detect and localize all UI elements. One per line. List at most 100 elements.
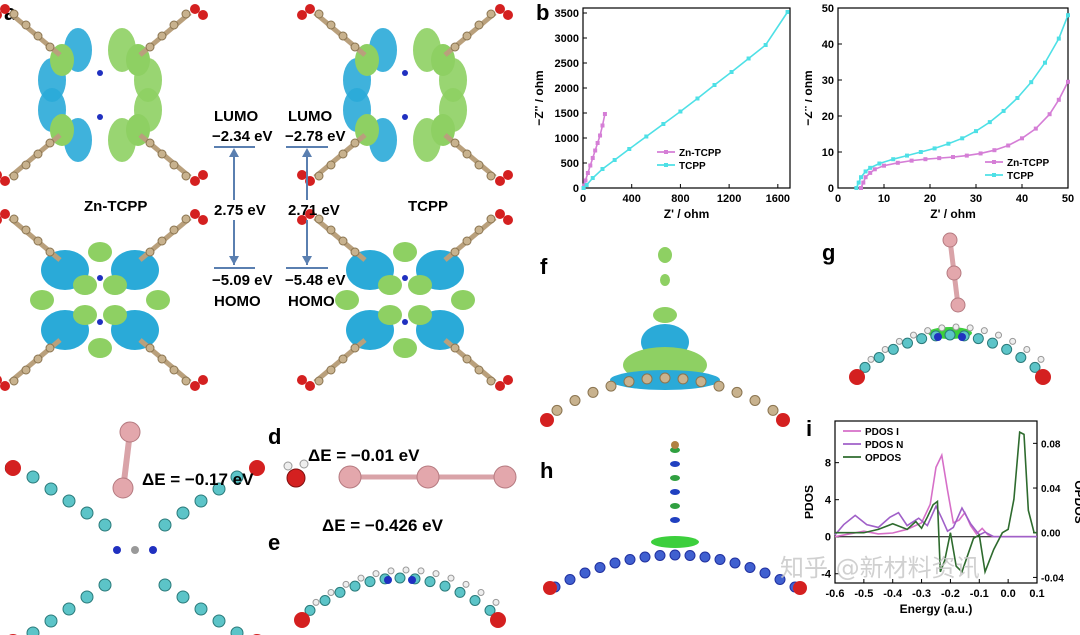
y-tick-label: 1000 — [555, 133, 579, 145]
y-tick-label: 0 — [825, 532, 831, 544]
nitrogen-atom — [402, 275, 408, 281]
x-tick-label: -0.4 — [883, 588, 903, 600]
water-i3-chain — [283, 459, 517, 489]
data-point — [978, 151, 983, 156]
phenyl-arm — [138, 209, 208, 262]
x-tick-label: -0.3 — [912, 588, 931, 600]
tcpp-homo-label: HOMO — [288, 293, 335, 310]
data-point — [584, 183, 589, 187]
phenyl-arm — [0, 338, 62, 391]
phenyl-arm — [0, 209, 62, 262]
legend-entry: Zn-TCPP — [1007, 158, 1050, 169]
phenyl-arm — [443, 338, 513, 391]
delta-e-e: ΔE = −0.426 eV — [322, 516, 443, 535]
data-point — [895, 160, 900, 165]
data-point — [960, 136, 965, 141]
eis-plot-zoom: 0 10 20 30 40 50 0 10 20 30 40 50 Z' / ohm −Z'' / ohm… — [805, 3, 1074, 221]
zn-lumo-energy: −2.34 eV — [212, 128, 273, 145]
y2-axis-label: OPDOS — [1072, 480, 1080, 523]
data-point — [863, 175, 868, 180]
data-point — [593, 148, 598, 153]
data-point — [763, 43, 768, 47]
legend-entry: PDOS I — [865, 427, 899, 438]
y-tick-label: 40 — [822, 39, 834, 51]
y-tick-label: 8 — [825, 458, 831, 470]
phenyl-arm — [297, 209, 367, 262]
plot-frame — [834, 420, 1038, 584]
adsorbed-structure-g — [849, 232, 1051, 385]
legend-entry: Zn-TCPP — [679, 148, 722, 159]
tcpp-homo-energy: −5.48 eV — [285, 272, 346, 289]
phenyl-arm — [443, 4, 513, 57]
x-tick-label: 30 — [970, 193, 982, 205]
orbital-lobe — [393, 338, 417, 358]
data-point — [923, 157, 928, 162]
data-point — [1029, 80, 1034, 85]
y-tick-label: 10 — [822, 147, 834, 159]
plot-frame — [582, 7, 791, 189]
nitrogen-atom — [97, 319, 103, 325]
energy-diagram — [214, 146, 328, 269]
y-tick-label: -4 — [821, 569, 832, 581]
eis-plot-full: 0 400 800 1200 1600 0 500 1000 1500 2000 2500 3000 3… — [535, 7, 791, 221]
panel-letter-g: g — [822, 240, 836, 265]
orbital-lobe — [378, 305, 402, 325]
data-point — [1043, 60, 1047, 65]
data-point — [863, 169, 868, 174]
nitrogen-atom — [402, 70, 408, 76]
porphyrin-frame — [294, 566, 506, 628]
series-line — [860, 81, 1069, 189]
x-tick-label: 800 — [671, 193, 689, 205]
orbital-figure — [0, 4, 513, 391]
phenyl-arm — [0, 133, 62, 186]
data-point — [882, 163, 886, 168]
phenyl-arm — [297, 338, 367, 391]
phenyl-arm — [297, 133, 367, 186]
zn-homo-energy: −5.09 eV — [212, 272, 273, 289]
y-tick-label: 20 — [822, 111, 834, 123]
panel-letter-d: d — [268, 424, 282, 449]
x-tick-label: -0.1 — [970, 588, 989, 600]
tcpp-label: TCPP — [408, 198, 449, 215]
x-tick-label: 0 — [580, 193, 586, 205]
x-axis-label: Z' / ohm — [664, 207, 710, 221]
data-point — [1066, 79, 1070, 84]
data-point — [1015, 96, 1020, 100]
orbital-lobe — [393, 242, 417, 262]
tcpp-gap-energy: 2.71 eV — [288, 202, 340, 219]
data-point — [583, 178, 588, 183]
data-point — [905, 153, 909, 158]
orbital-lobe — [103, 275, 127, 295]
phenyl-arm — [138, 4, 208, 57]
data-point — [861, 180, 866, 185]
x-axis-label: Z' / ohm — [930, 207, 976, 221]
charge-density-f — [540, 247, 790, 427]
y-axis-label: −Z'' / ohm — [535, 70, 546, 125]
nitrogen-atom — [97, 114, 103, 120]
y2-tick-label: 0.04 — [1041, 484, 1061, 495]
x-tick-label: -0.5 — [854, 588, 873, 600]
panel-letter-h: h — [540, 458, 554, 483]
y2-tick-label: 0.08 — [1041, 439, 1061, 450]
orbital-lobe — [335, 290, 359, 310]
series-line — [834, 504, 1037, 538]
x-tick-label: 0.0 — [1000, 588, 1015, 600]
orbital-lobe — [88, 242, 112, 262]
data-point — [1056, 97, 1061, 102]
orbital-lobe — [378, 275, 402, 295]
data-point — [598, 133, 603, 138]
data-point — [588, 163, 593, 168]
data-point — [695, 96, 700, 101]
orbital-lobe — [73, 275, 97, 295]
x-tick-label: 10 — [878, 193, 890, 205]
structures-fgh — [540, 232, 1051, 595]
phenyl-arm — [297, 4, 367, 57]
delta-e-d: ΔE = −0.01 eV — [308, 446, 420, 465]
nitrogen-atom — [402, 319, 408, 325]
adsorbed-i2-porphyrin — [5, 421, 265, 635]
x-tick-label: 1600 — [766, 193, 790, 205]
data-point — [859, 186, 863, 190]
data-point — [964, 153, 969, 158]
data-point — [627, 147, 632, 151]
panel-letter-i: i — [806, 416, 813, 441]
